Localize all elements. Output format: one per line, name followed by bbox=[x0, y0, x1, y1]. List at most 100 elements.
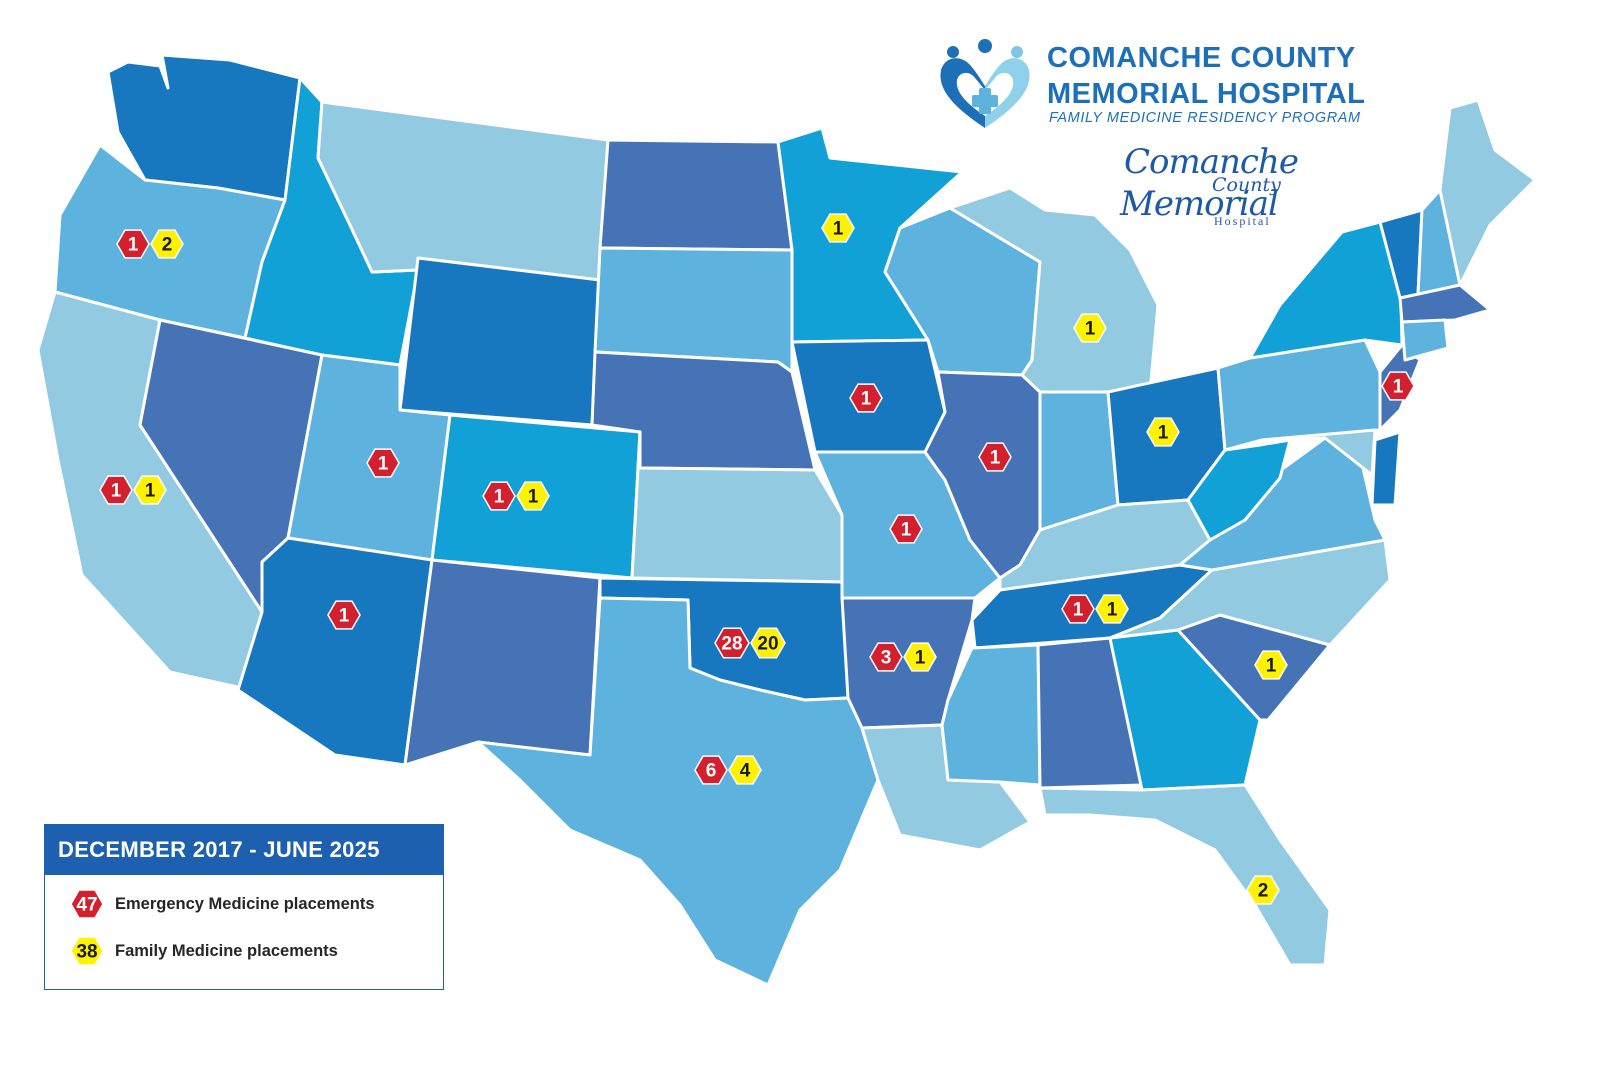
emergency-hexagon-icon bbox=[889, 514, 923, 544]
marker-texas-family: 4 bbox=[728, 755, 762, 785]
emergency-hexagon-icon bbox=[694, 755, 728, 785]
family-hexagon-icon bbox=[750, 627, 786, 659]
marker-oregon-family: 2 bbox=[150, 229, 184, 259]
hospital-logo-block: COMANCHE COUNTY MEMORIAL HOSPITAL FAMILY… bbox=[935, 38, 1405, 133]
legend-family-label: Family Medicine placements bbox=[115, 941, 338, 960]
family-hexagon-icon bbox=[728, 755, 762, 785]
legend-emergency-label: Emergency Medicine placements bbox=[115, 894, 375, 913]
state-massachusetts bbox=[1398, 283, 1492, 324]
marker-iowa-emergency-count: 1 bbox=[861, 389, 872, 410]
marker-missouri-emergency-count: 1 bbox=[901, 520, 912, 541]
emergency-hexagon-icon bbox=[116, 229, 150, 259]
marker-colorado-family: 1 bbox=[516, 481, 550, 511]
marker-colorado-emergency-count: 1 bbox=[494, 487, 505, 508]
legend-emergency-count: 47 bbox=[76, 895, 97, 916]
marker-utah-emergency-count: 1 bbox=[378, 454, 389, 475]
state-new-york bbox=[1248, 220, 1404, 360]
program-name: FAMILY MEDICINE RESIDENCY PROGRAM bbox=[1049, 110, 1361, 126]
marker-utah-emergency: 1 bbox=[366, 448, 400, 478]
legend: DECEMBER 2017 - JUNE 2025 47 Emergency M… bbox=[44, 824, 444, 990]
marker-michigan-family-count: 1 bbox=[1085, 319, 1096, 340]
marker-minnesota-family-count: 1 bbox=[833, 219, 844, 240]
marker-tennessee-family: 1 bbox=[1095, 594, 1129, 624]
marker-california-emergency-count: 1 bbox=[111, 481, 122, 502]
state-delaware bbox=[1370, 430, 1402, 507]
marker-oklahoma-family-count: 20 bbox=[757, 634, 778, 655]
family-hexagon-icon bbox=[1073, 313, 1107, 343]
script-logo-line4: Hospital bbox=[1214, 214, 1271, 228]
emergency-hexagon-icon bbox=[714, 627, 750, 659]
script-hospital-logo: Comanche County Memorial Hospital bbox=[1116, 142, 1306, 230]
state-maine bbox=[1438, 98, 1537, 287]
marker-new-jersey-emergency: 1 bbox=[1381, 371, 1415, 401]
script-logo-line2: County bbox=[1212, 174, 1281, 196]
family-hexagon-icon: 38 bbox=[70, 936, 104, 966]
marker-tennessee-emergency-count: 1 bbox=[1073, 600, 1084, 621]
family-hexagon-icon bbox=[903, 642, 937, 672]
marker-texas-emergency: 6 bbox=[694, 755, 728, 785]
marker-colorado-emergency: 1 bbox=[482, 481, 516, 511]
family-hexagon-icon bbox=[1095, 594, 1129, 624]
state-texas bbox=[476, 596, 880, 987]
marker-arkansas-family-count: 1 bbox=[915, 648, 926, 669]
family-hexagon-icon bbox=[150, 229, 184, 259]
emergency-hexagon-icon bbox=[99, 475, 133, 505]
marker-oregon-family-count: 2 bbox=[162, 235, 173, 256]
marker-texas-emergency-count: 6 bbox=[706, 761, 717, 782]
state-washington bbox=[106, 53, 302, 202]
marker-oklahoma-emergency: 28 bbox=[714, 627, 750, 659]
marker-ohio-family-count: 1 bbox=[1158, 423, 1169, 444]
legend-family-count: 38 bbox=[76, 942, 97, 963]
legend-item-emergency: 47 Emergency Medicine placements bbox=[69, 887, 375, 921]
emergency-hexagon-icon bbox=[978, 442, 1012, 472]
placement-markers: 1 2 1 1 1 1 1 1 1 1 1 1 1 1 1 28 20 3 1 1 1 1 6 4 2 bbox=[99, 213, 1415, 905]
emergency-hexagon-icon bbox=[366, 448, 400, 478]
marker-illinois-emergency: 1 bbox=[978, 442, 1012, 472]
marker-minnesota-family: 1 bbox=[821, 213, 855, 243]
legend-item-family: 38 Family Medicine placements bbox=[69, 934, 338, 968]
marker-colorado-family-count: 1 bbox=[528, 487, 539, 508]
emergency-hexagon-icon bbox=[1381, 371, 1415, 401]
hospital-name: COMANCHE COUNTY MEMORIAL HOSPITAL bbox=[1047, 40, 1365, 112]
state-new-mexico bbox=[403, 558, 602, 767]
marker-california-emergency: 1 bbox=[99, 475, 133, 505]
marker-oklahoma-emergency-count: 28 bbox=[721, 634, 742, 655]
marker-california-family: 1 bbox=[133, 475, 167, 505]
marker-arkansas-emergency: 3 bbox=[869, 642, 903, 672]
marker-iowa-emergency: 1 bbox=[849, 383, 883, 413]
marker-oregon-emergency: 1 bbox=[116, 229, 150, 259]
emergency-hexagon-icon bbox=[849, 383, 883, 413]
family-hexagon-icon bbox=[1146, 417, 1180, 447]
state-arizona bbox=[236, 536, 434, 767]
state-florida bbox=[1038, 783, 1332, 967]
family-hexagon-icon bbox=[821, 213, 855, 243]
marker-ohio-family: 1 bbox=[1146, 417, 1180, 447]
marker-oklahoma-family: 20 bbox=[750, 627, 786, 659]
hospital-name-line2: MEMORIAL HOSPITAL bbox=[1047, 78, 1366, 110]
family-hexagon-icon bbox=[133, 475, 167, 505]
family-hexagon-icon bbox=[1246, 875, 1280, 905]
family-hexagon-icon bbox=[516, 481, 550, 511]
marker-new-jersey-emergency-count: 1 bbox=[1393, 377, 1404, 398]
emergency-hexagon-icon: 47 bbox=[70, 889, 104, 919]
marker-tennessee-emergency: 1 bbox=[1061, 594, 1095, 624]
emergency-hexagon-icon bbox=[482, 481, 516, 511]
emergency-hexagon-icon bbox=[327, 600, 361, 630]
state-wyoming bbox=[398, 256, 602, 427]
state-connecticut bbox=[1400, 318, 1450, 362]
marker-arkansas-emergency-count: 3 bbox=[881, 648, 892, 669]
marker-oregon-emergency-count: 1 bbox=[128, 235, 139, 256]
marker-arkansas-family: 1 bbox=[903, 642, 937, 672]
marker-arizona-emergency: 1 bbox=[327, 600, 361, 630]
emergency-hexagon-icon bbox=[1061, 594, 1095, 624]
marker-illinois-emergency-count: 1 bbox=[990, 448, 1001, 469]
state-north-dakota bbox=[598, 138, 794, 252]
state-maryland bbox=[1260, 428, 1377, 477]
marker-texas-family-count: 4 bbox=[740, 761, 751, 782]
marker-missouri-emergency: 1 bbox=[889, 514, 923, 544]
family-hexagon-icon bbox=[1254, 650, 1288, 680]
heart-people-logo-icon bbox=[940, 39, 1030, 128]
marker-michigan-family: 1 bbox=[1073, 313, 1107, 343]
emergency-hexagon-icon bbox=[869, 642, 903, 672]
